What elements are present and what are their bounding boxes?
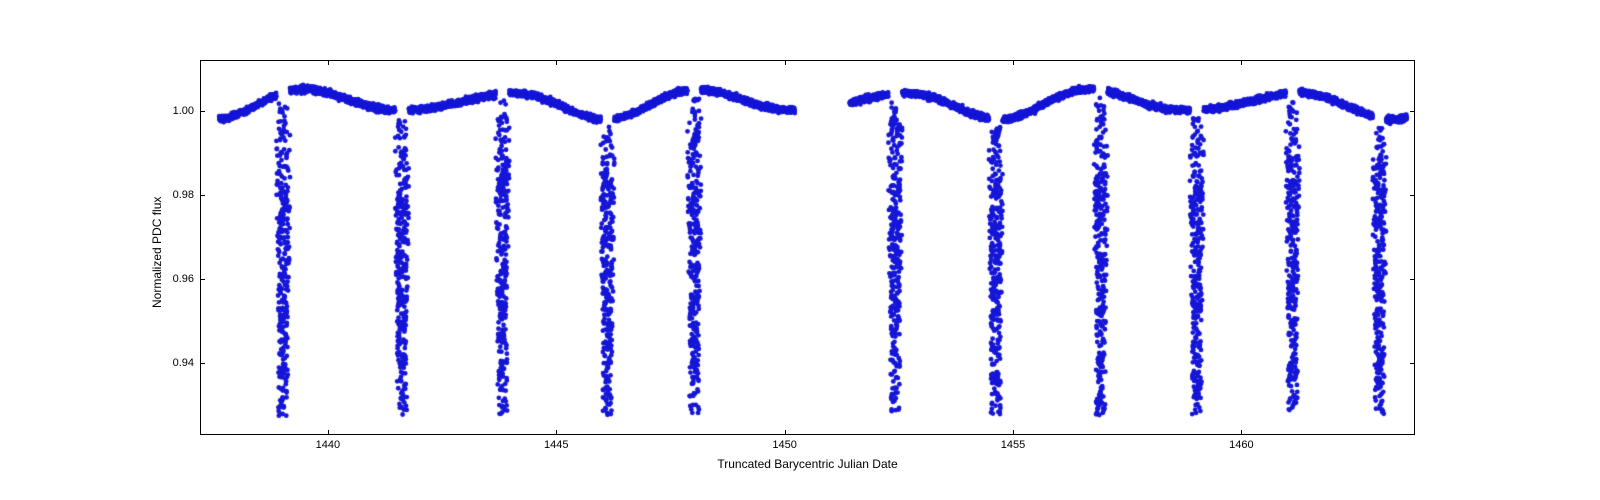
x-axis-label: Truncated Barycentric Julian Date xyxy=(708,457,908,471)
x-tick-label: 1455 xyxy=(1001,439,1025,451)
x-tick-mark xyxy=(1013,430,1014,435)
y-axis-label: Normalized PDC flux xyxy=(150,196,164,307)
y-tick-label: 0.98 xyxy=(160,189,194,201)
plot-axes xyxy=(200,60,1415,435)
x-tick-label: 1445 xyxy=(544,439,568,451)
x-tick-label: 1450 xyxy=(772,439,796,451)
x-tick-mark xyxy=(1241,60,1242,65)
scatter-canvas xyxy=(201,61,1416,436)
x-tick-mark xyxy=(556,430,557,435)
x-tick-label: 1460 xyxy=(1229,439,1253,451)
y-tick-mark xyxy=(200,279,205,280)
x-tick-mark xyxy=(328,430,329,435)
y-tick-label: 0.94 xyxy=(160,357,194,369)
x-tick-mark xyxy=(328,60,329,65)
figure: Truncated Barycentric Julian Date Normal… xyxy=(0,0,1600,500)
y-tick-mark xyxy=(200,195,205,196)
y-tick-label: 0.96 xyxy=(160,273,194,285)
y-tick-mark xyxy=(1410,363,1415,364)
x-tick-mark xyxy=(785,430,786,435)
y-tick-mark xyxy=(1410,279,1415,280)
y-tick-label: 1.00 xyxy=(160,105,194,117)
x-tick-label: 1440 xyxy=(316,439,340,451)
y-tick-mark xyxy=(200,111,205,112)
x-tick-mark xyxy=(556,60,557,65)
y-tick-mark xyxy=(200,363,205,364)
y-tick-mark xyxy=(1410,195,1415,196)
x-tick-mark xyxy=(1241,430,1242,435)
x-tick-mark xyxy=(1013,60,1014,65)
y-tick-mark xyxy=(1410,111,1415,112)
x-tick-mark xyxy=(785,60,786,65)
